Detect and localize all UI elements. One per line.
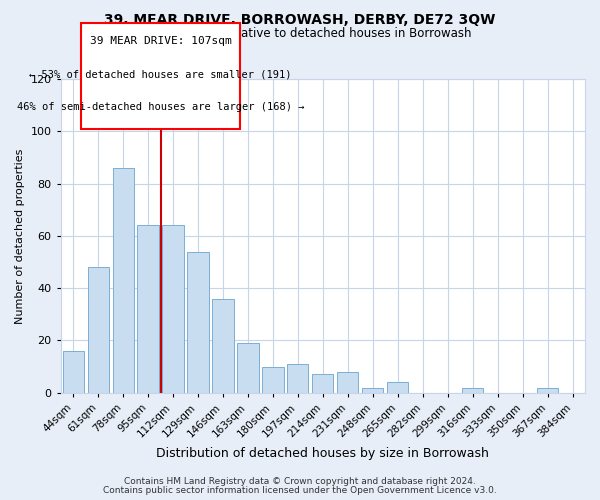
Bar <box>238 343 259 393</box>
Bar <box>113 168 134 393</box>
Text: Contains HM Land Registry data © Crown copyright and database right 2024.: Contains HM Land Registry data © Crown c… <box>124 477 476 486</box>
Bar <box>137 226 159 393</box>
Y-axis label: Number of detached properties: Number of detached properties <box>15 148 25 324</box>
Bar <box>537 388 558 393</box>
Text: ← 53% of detached houses are smaller (191): ← 53% of detached houses are smaller (19… <box>29 69 292 79</box>
Text: 39 MEAR DRIVE: 107sqm: 39 MEAR DRIVE: 107sqm <box>89 36 232 46</box>
Bar <box>163 226 184 393</box>
Bar <box>312 374 334 393</box>
Bar <box>337 372 358 393</box>
Bar <box>88 268 109 393</box>
Bar <box>262 366 284 393</box>
Bar <box>187 252 209 393</box>
Bar <box>62 351 84 393</box>
Bar <box>287 364 308 393</box>
Bar <box>212 298 233 393</box>
Text: 46% of semi-detached houses are larger (168) →: 46% of semi-detached houses are larger (… <box>17 102 304 113</box>
Text: Contains public sector information licensed under the Open Government Licence v3: Contains public sector information licen… <box>103 486 497 495</box>
X-axis label: Distribution of detached houses by size in Borrowash: Distribution of detached houses by size … <box>157 447 489 460</box>
Bar <box>462 388 483 393</box>
Text: Size of property relative to detached houses in Borrowash: Size of property relative to detached ho… <box>128 28 472 40</box>
Text: 39, MEAR DRIVE, BORROWASH, DERBY, DE72 3QW: 39, MEAR DRIVE, BORROWASH, DERBY, DE72 3… <box>104 12 496 26</box>
Bar <box>362 388 383 393</box>
Bar <box>387 382 409 393</box>
